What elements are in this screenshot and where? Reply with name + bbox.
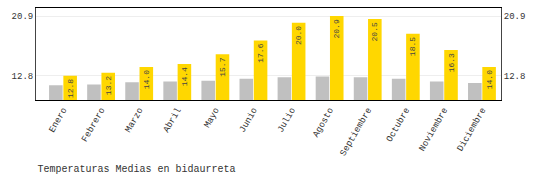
svg-text:Febrero: Febrero (80, 106, 108, 144)
svg-text:20.9: 20.9 (332, 19, 341, 38)
svg-text:12.8: 12.8 (504, 72, 526, 82)
svg-text:17.6: 17.6 (256, 43, 265, 62)
svg-text:Octubre: Octubre (385, 106, 413, 144)
svg-text:15.7: 15.7 (218, 57, 227, 76)
svg-text:Marzo: Marzo (123, 106, 145, 134)
svg-text:Diciembre: Diciembre (455, 106, 488, 153)
svg-text:Junio: Junio (238, 106, 260, 134)
svg-text:14.0: 14.0 (142, 70, 151, 89)
svg-text:Noviembre: Noviembre (417, 106, 450, 153)
svg-text:Septiembre: Septiembre (339, 106, 375, 158)
svg-text:20.5: 20.5 (370, 22, 379, 41)
svg-text:20.9: 20.9 (504, 12, 526, 22)
svg-text:20.0: 20.0 (294, 26, 303, 45)
svg-text:20.9: 20.9 (12, 12, 34, 22)
svg-text:Temperaturas Medias en bidaurr: Temperaturas Medias en bidaurreta (38, 164, 236, 174)
svg-text:14.0: 14.0 (485, 70, 494, 89)
svg-text:Julio: Julio (276, 106, 298, 134)
svg-text:Enero: Enero (47, 106, 69, 134)
svg-text:16.3: 16.3 (447, 53, 456, 72)
svg-text:Mayo: Mayo (202, 106, 221, 130)
svg-text:18.5: 18.5 (408, 37, 417, 56)
svg-text:12.8: 12.8 (12, 72, 34, 82)
svg-text:Agosto: Agosto (311, 106, 336, 139)
svg-text:Abril: Abril (162, 106, 184, 134)
svg-text:12.8: 12.8 (66, 79, 75, 98)
svg-text:14.4: 14.4 (180, 67, 189, 86)
svg-text:13.2: 13.2 (104, 76, 113, 95)
